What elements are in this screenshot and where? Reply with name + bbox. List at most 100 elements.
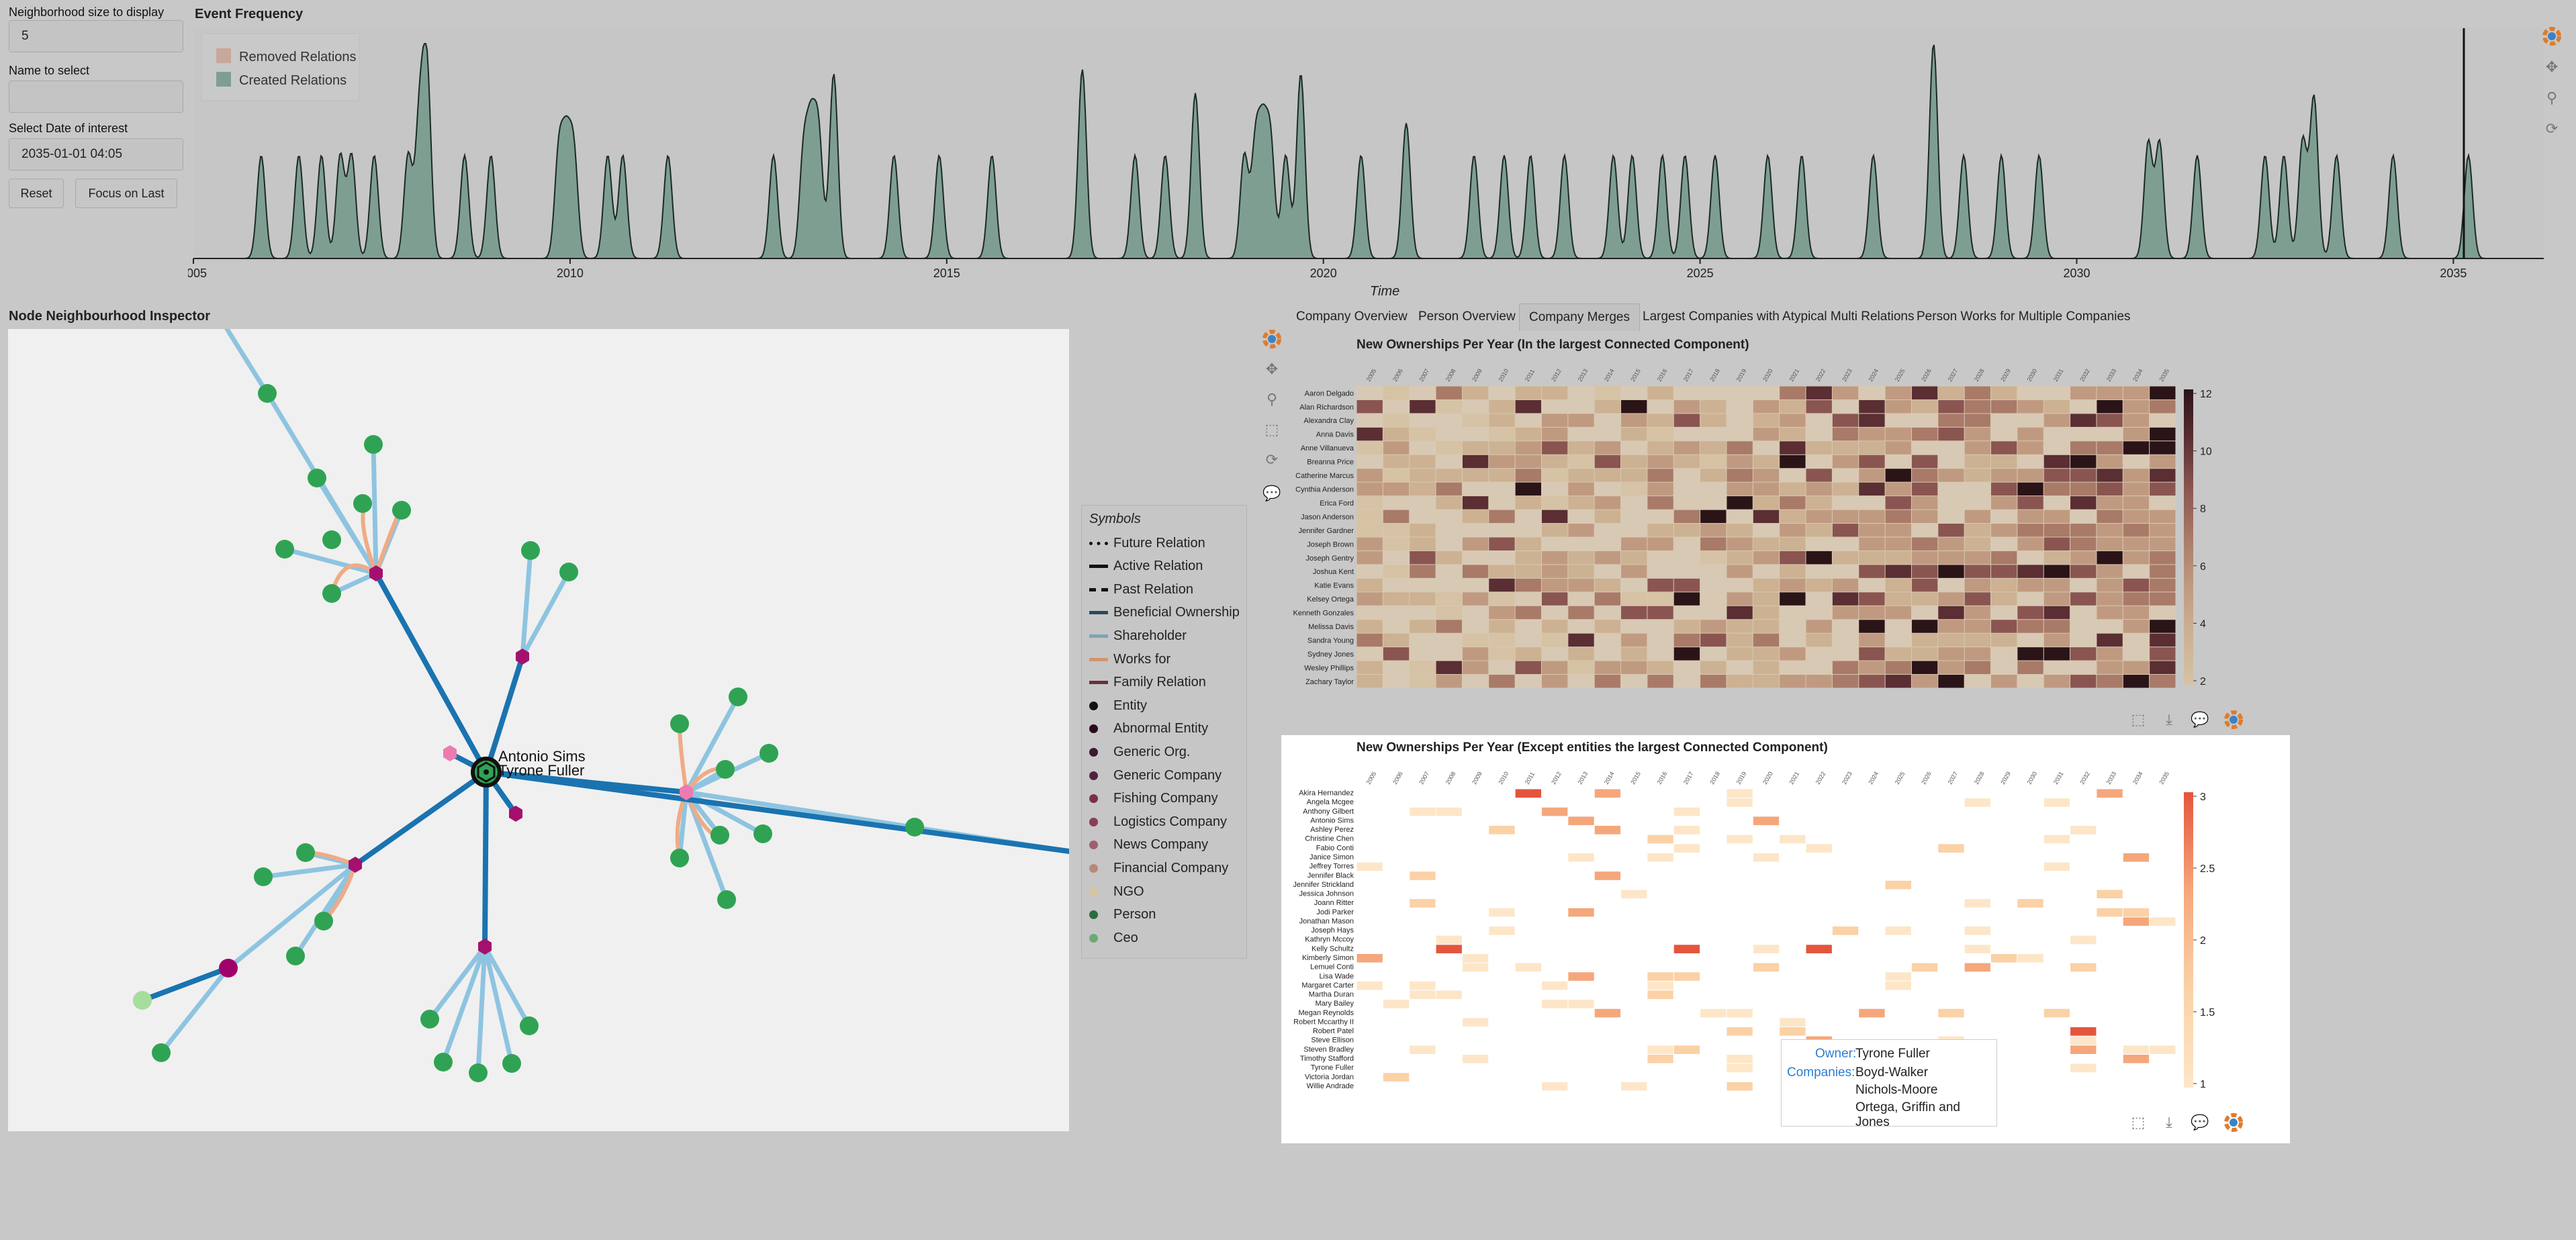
heatmap-cell: [2097, 524, 2123, 537]
row-label: Melissa Davis: [1308, 623, 1354, 631]
heatmap-cell: [1621, 565, 1647, 578]
reset-tool-icon[interactable]: ⟳: [2545, 120, 2559, 137]
time-tick-label: 2025: [1687, 267, 1714, 280]
heatmap-cell: [2017, 441, 2043, 455]
heatmap-cell: [2043, 1008, 2070, 1018]
heatmap-cell: [1859, 537, 1885, 551]
heatmap-cell: [1673, 414, 1700, 427]
year-tick-label: 2029: [1999, 368, 2012, 383]
box-select-tool-icon[interactable]: ⬚: [1264, 421, 1279, 438]
heatmap-cell: [1964, 455, 1991, 469]
legend-item-future-relation: Future Relation: [1089, 532, 1205, 555]
row-label: Martha Duran: [1309, 991, 1354, 999]
heatmap-cell: [2123, 386, 2150, 399]
network-graph[interactable]: Antonio Sims Tyrone Fuller: [8, 329, 1069, 1131]
event-frequency-chart[interactable]: 2005 2010 2015 2020 2025 2030 2035 Time Remove…: [188, 20, 2552, 302]
legend-symbol-icon: [1089, 771, 1098, 780]
row-label: Alan Richardson: [1299, 403, 1354, 412]
save-tool-icon[interactable]: ⤓: [2166, 711, 2172, 728]
time-tick-label: 2035: [2440, 267, 2467, 280]
year-tick-label: 2006: [1391, 368, 1404, 383]
heatmap-cell: [1647, 386, 1673, 399]
heatmap-cell: [1647, 661, 1673, 675]
row-label: Robert Mccarthy II: [1293, 1018, 1354, 1026]
heatmap-cell: [2017, 427, 2043, 441]
heatmap-largest-component[interactable]: 2005 2006 2007 2008 2009 2010 2011 2012 2013 2014…: [1283, 356, 2290, 712]
colorbar: [2184, 792, 2193, 1088]
tab-person-multiple-companies[interactable]: Person Works for Multiple Companies: [1917, 309, 2131, 324]
box-select-tool-icon[interactable]: ⬚: [2131, 1114, 2146, 1131]
neighborhood-size-input[interactable]: 5: [9, 20, 183, 52]
heatmap-cell: [1991, 551, 2017, 565]
heatmap-cell: [1568, 414, 1594, 427]
legend-symbol-icon: [1089, 910, 1098, 920]
heatmap-cell: [1780, 565, 1806, 578]
heatmap-cell: [1753, 853, 1780, 862]
heatmap-cell: [2043, 510, 2070, 524]
hover-tool-icon[interactable]: 💬: [2191, 711, 2209, 728]
heatmap-cell: [1964, 899, 1991, 908]
tab-company-overview[interactable]: Company Overview: [1296, 309, 1408, 324]
pan-tool-icon[interactable]: ✥: [1265, 361, 1279, 377]
year-tick-label: 2016: [1656, 771, 1669, 785]
heatmap-cell: [2123, 661, 2150, 675]
heatmap-cell: [1568, 972, 1594, 981]
heatmap-cell: [1383, 633, 1410, 647]
heatmap-cell: [2123, 592, 2150, 606]
heatmap-cell: [2070, 496, 2097, 510]
row-label: Joseph Brown: [1307, 540, 1354, 549]
reset-tool-icon[interactable]: ⟳: [1265, 451, 1279, 468]
colorbar-tick-label: 1.5: [2200, 1007, 2215, 1018]
heatmap-cell: [1885, 386, 1911, 399]
legend-symbol-icon: [1089, 587, 1108, 591]
heatmap-cell: [2043, 606, 2070, 620]
year-tick-label: 2028: [1973, 771, 1986, 785]
heatmap-cell: [2097, 537, 2123, 551]
heatmap-cell: [1673, 399, 1700, 414]
row-label: Kelly Schultz: [1312, 945, 1354, 953]
row-label: Anna Davis: [1316, 431, 1354, 439]
wheel-zoom-tool-icon[interactable]: ⚲: [2546, 89, 2558, 106]
name-select-input[interactable]: [9, 81, 183, 113]
heatmap-cell: [2150, 661, 2176, 675]
heatmap-cell: [2017, 661, 2043, 675]
heatmap-cell: [1515, 963, 1541, 972]
tab-atypical-multi-relations[interactable]: Largest Companies with Atypical Multi Re…: [1643, 309, 1915, 324]
heatmap-cell: [1727, 1082, 1753, 1091]
pan-tool-icon[interactable]: ✥: [2545, 58, 2559, 75]
save-tool-icon[interactable]: ⤓: [2166, 1114, 2172, 1131]
heatmap-cell: [1964, 606, 1991, 620]
row-label: Megan Reynolds: [1298, 1009, 1354, 1017]
date-input[interactable]: 2035-01-01 04:05: [9, 138, 183, 171]
row-label: Steve Ellison: [1311, 1037, 1354, 1045]
heatmap-cell: [1832, 675, 1859, 688]
year-tick-label: 2017: [1682, 368, 1695, 383]
reset-button[interactable]: Reset: [9, 179, 64, 208]
heatmap-cell: [1647, 1045, 1673, 1054]
tab-person-overview[interactable]: Person Overview: [1418, 309, 1516, 324]
year-tick-label: 2012: [1550, 771, 1563, 785]
heatmap-cell: [1462, 455, 1489, 469]
legend-item-label: News Company: [1113, 837, 1209, 853]
focus-last-button[interactable]: Focus on Last: [75, 179, 177, 208]
hover-tool-icon[interactable]: 💬: [1262, 485, 1281, 502]
legend-item-label: Logistics Company: [1113, 814, 1227, 829]
wheel-zoom-tool-icon[interactable]: ⚲: [1266, 391, 1278, 408]
box-select-tool-icon[interactable]: ⬚: [2131, 711, 2146, 728]
heatmap-cell: [1806, 675, 1832, 688]
colorbar-tick-label: 8: [2200, 504, 2206, 515]
heatmap-cell: [1621, 606, 1647, 620]
heatmap-cell: [1964, 551, 1991, 565]
heatmap-except-largest-component[interactable]: 2005 2006 2007 2008 2009 2010 2011 2012 2013 2014…: [1283, 759, 2290, 1114]
heatmap-cell: [1727, 675, 1753, 688]
heatmap-cell: [1673, 647, 1700, 661]
row-label: Jessica Johnson: [1299, 890, 1354, 898]
tab-company-merges[interactable]: Company Merges: [1519, 303, 1640, 331]
hover-tool-icon[interactable]: 💬: [2191, 1114, 2209, 1131]
heatmap-cell: [1700, 551, 1727, 565]
row-label: Angela Mcgee: [1307, 798, 1354, 806]
heatmap-cell: [1647, 990, 1673, 1000]
heatmap-cell: [1489, 427, 1515, 441]
year-tick-label: 2009: [1471, 368, 1483, 383]
name-select-label: Name to select: [9, 64, 90, 77]
